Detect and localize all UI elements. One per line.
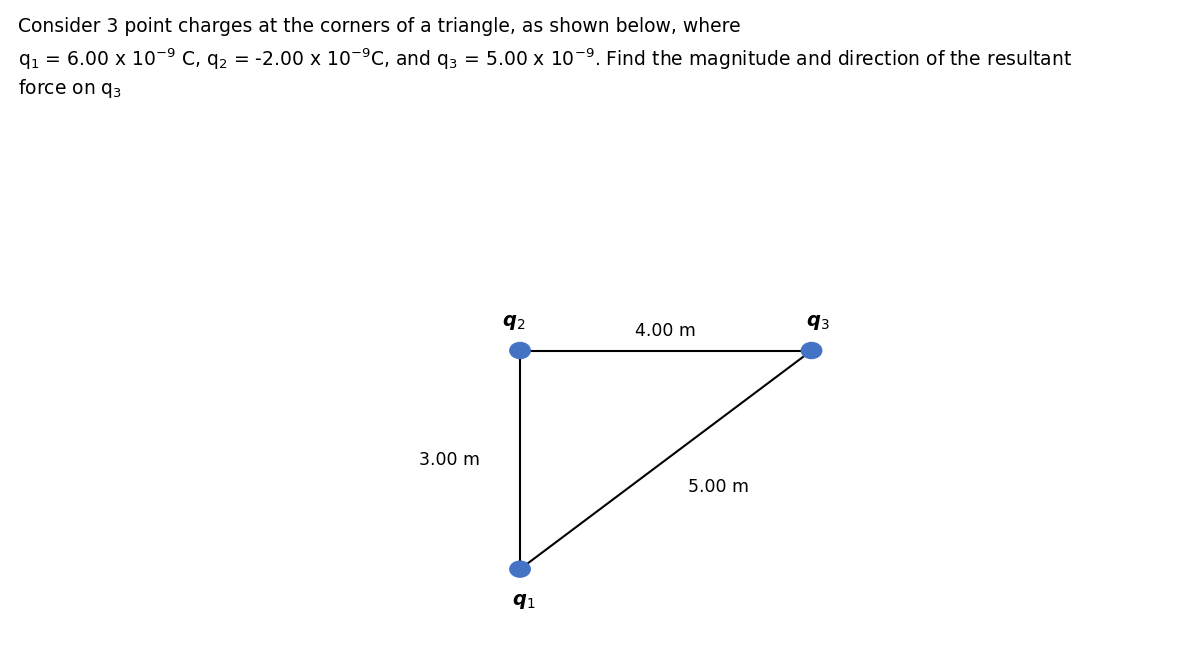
Text: q$_2$: q$_2$ <box>503 313 526 332</box>
Text: force on q$_3$: force on q$_3$ <box>18 77 122 100</box>
Text: q$_1$ = 6.00 x 10$^{-9}$ C, q$_2$ = -2.00 x 10$^{-9}$C, and q$_3$ = 5.00 x 10$^{: q$_1$ = 6.00 x 10$^{-9}$ C, q$_2$ = -2.0… <box>18 47 1072 72</box>
Text: 3.00 m: 3.00 m <box>419 451 480 469</box>
Text: Consider 3 point charges at the corners of a triangle, as shown below, where: Consider 3 point charges at the corners … <box>18 17 740 36</box>
Text: q$_1$: q$_1$ <box>512 592 535 612</box>
Text: 5.00 m: 5.00 m <box>688 478 749 496</box>
Text: 4.00 m: 4.00 m <box>635 322 696 340</box>
Ellipse shape <box>510 561 530 577</box>
Ellipse shape <box>802 342 822 358</box>
Text: q$_3$: q$_3$ <box>805 313 829 332</box>
Ellipse shape <box>510 342 530 358</box>
